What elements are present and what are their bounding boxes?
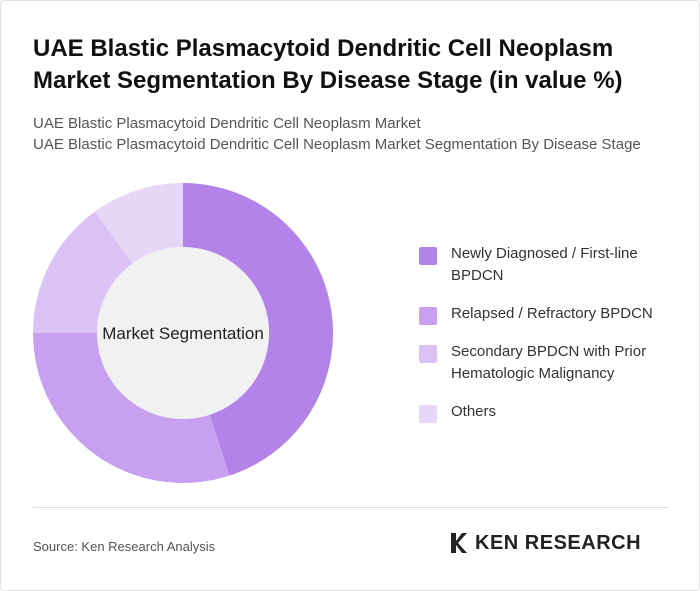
donut-segment [183,183,334,476]
logo-icon [451,533,467,553]
legend-item: Secondary BPDCN with Prior Hematologic M… [419,341,669,385]
legend-label: Secondary BPDCN with Prior Hematologic M… [451,343,647,382]
subtitle: UAE Blastic Plasmacytoid Dendritic Cell … [33,136,641,153]
legend-swatch [419,247,437,265]
title: UAE Blastic Plasmacytoid Dendritic Cell … [33,35,623,94]
donut-segment [33,211,133,333]
donut-segment [33,333,230,484]
legend-label: Newly Diagnosed / First-line BPDCN [451,245,638,284]
legend-label: Relapsed / Refractory BPDCN [451,305,653,322]
legend-item: Newly Diagnosed / First-line BPDCN [419,243,669,287]
legend: Newly Diagnosed / First-line BPDCN Relaps… [419,243,669,439]
donut-segment [94,183,183,264]
legend-label: Others [451,403,497,420]
subtitle: UAE Blastic Plasmacytoid Dendritic Cell … [33,115,421,132]
donut-chart: Market Segmentation [33,183,334,484]
donut-hole [97,247,269,419]
logo-text: KEN RESEARCH [475,531,642,554]
legend-swatch [419,307,437,325]
logo: KEN RESEARCH [449,531,641,555]
divider [33,507,669,508]
legend-item: Relapsed / Refractory BPDCN [419,303,669,325]
legend-item: Others [419,401,669,423]
center-label: Market Segmentation [102,324,264,343]
source: Source: Ken Research Analysis [33,539,216,554]
legend-swatch [419,405,437,423]
legend-swatch [419,345,437,363]
